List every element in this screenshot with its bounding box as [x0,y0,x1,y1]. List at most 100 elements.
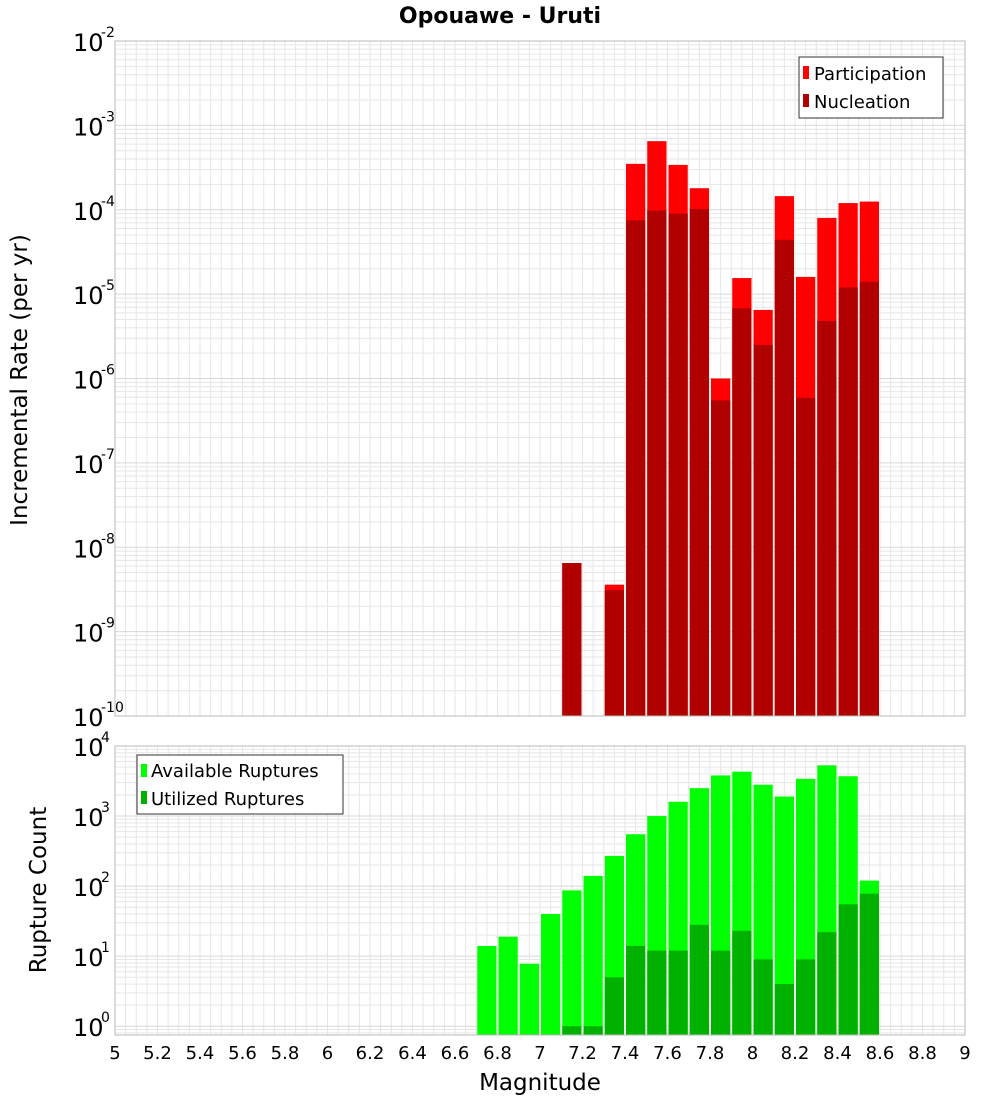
rate-gridlines [115,41,965,716]
nucleation-bar [732,308,752,716]
x-tick-label: 6.2 [356,1043,385,1064]
x-tick-label: 7.6 [653,1043,682,1064]
available-ruptures-bar [519,963,539,1035]
x-tick-label: 5 [109,1043,120,1064]
y-tick-label: 10 [73,451,104,479]
rate-y-axis-title: Incremental Rate (per yr) [7,234,33,526]
utilized-ruptures-bar [838,904,858,1035]
participation-swatch [803,66,809,79]
y-tick-label: 10 [73,804,104,832]
available-ruptures-bar [498,936,518,1035]
x-tick-label: 8.4 [823,1043,852,1064]
x-tick-label: 7.8 [696,1043,725,1064]
y-tick-exponent: -6 [101,363,115,379]
nucleation-bar [753,344,773,716]
y-tick-exponent: 1 [101,940,110,956]
y-tick-exponent: -9 [101,616,115,632]
y-tick-label: 10 [73,704,104,732]
rate-legend: Participation Nucleation [798,56,944,119]
nucleation-bar [838,287,858,716]
count-y-axis-title: Rupture Count [26,807,52,973]
x-tick-label: 5.8 [271,1043,300,1064]
x-axis-title: Magnitude [479,1070,601,1096]
utilized-ruptures-bar [583,1026,603,1035]
available-legend-label: Available Ruptures [151,761,319,782]
y-tick-exponent: -10 [101,700,124,716]
y-tick-label: 10 [73,944,104,972]
utilized-ruptures-bar [732,930,752,1035]
x-tick-label: 6.8 [483,1043,512,1064]
rate-legend-box [798,56,944,119]
chart-title: Opouawe - Uruti [399,4,601,29]
y-tick-exponent: -2 [101,25,115,41]
y-tick-label: 10 [73,367,104,395]
nucleation-bar [604,590,624,716]
x-tick-label: 7.2 [568,1043,597,1064]
count-bars [477,765,879,1035]
utilized-ruptures-bar [626,945,646,1035]
x-tick-label: 5.6 [228,1043,257,1064]
nucleation-bar [689,209,709,716]
nucleation-bar [668,213,688,717]
nucleation-swatch [803,94,809,107]
y-tick-exponent: -7 [101,447,115,463]
x-tick-label: 6.6 [441,1043,470,1064]
utilized-ruptures-bar [774,984,794,1035]
x-tick-label: 8.8 [908,1043,937,1064]
y-tick-label: 10 [73,282,104,310]
y-tick-exponent: 3 [101,800,110,816]
utilized-ruptures-bar [753,959,773,1035]
y-tick-exponent: 4 [101,730,110,746]
rate-panel: 10-210-310-410-510-610-710-810-910-10 In… [7,25,966,732]
available-ruptures-bar [541,914,561,1035]
nucleation-bar [562,563,582,716]
y-tick-exponent: 0 [101,1010,110,1026]
utilized-ruptures-bar [604,977,624,1035]
rate-y-ticks: 10-210-310-410-510-610-710-810-910-10 [73,25,124,732]
x-tick-labels: 5 5.2 5.4 5.6 5.8 6 6.2 6.4 6.6 6.8 7 7.2 7.4 7.6 7.8 8… [109,1043,970,1064]
utilized-ruptures-bar [562,1026,582,1035]
nucleation-bar [711,400,731,716]
y-tick-label: 10 [73,535,104,563]
y-tick-exponent: -3 [101,109,115,125]
nucleation-bar [817,321,837,716]
x-tick-label: 6 [322,1043,333,1064]
utilized-ruptures-bar [817,932,837,1035]
y-tick-label: 10 [73,29,104,57]
x-tick-label: 8.6 [866,1043,895,1064]
y-tick-exponent: -5 [101,278,115,294]
y-tick-exponent: 2 [101,870,110,886]
y-tick-exponent: -4 [101,194,115,210]
x-tick-label: 5.2 [143,1043,172,1064]
rate-bars [562,141,879,717]
y-tick-label: 10 [73,620,104,648]
nucleation-bar [796,397,816,716]
available-ruptures-bar [562,890,582,1035]
y-tick-label: 10 [73,198,104,226]
nucleation-bar [647,210,667,716]
rate-plot-frame [114,40,966,717]
x-tick-label: 5.4 [186,1043,215,1064]
count-plot-frame [114,745,966,1036]
y-tick-label: 10 [73,734,104,762]
nucleation-bar [626,220,646,717]
y-tick-label: 10 [73,113,104,141]
utilized-ruptures-bar [647,950,667,1035]
utilized-swatch [141,791,147,804]
y-tick-label: 10 [73,874,104,902]
utilized-ruptures-bar [796,959,816,1035]
nucleation-legend-label: Nucleation [814,92,910,113]
utilized-ruptures-bar [711,950,731,1035]
available-ruptures-bar [774,796,794,1035]
available-ruptures-bar [583,875,603,1035]
x-tick-label: 9 [959,1043,970,1064]
x-tick-label: 7 [534,1043,545,1064]
x-tick-label: 8 [747,1043,758,1064]
x-tick-label: 7.4 [611,1043,640,1064]
nucleation-bar [774,239,794,716]
x-tick-label: 6.4 [398,1043,427,1064]
x-tick-label: 8.2 [781,1043,810,1064]
